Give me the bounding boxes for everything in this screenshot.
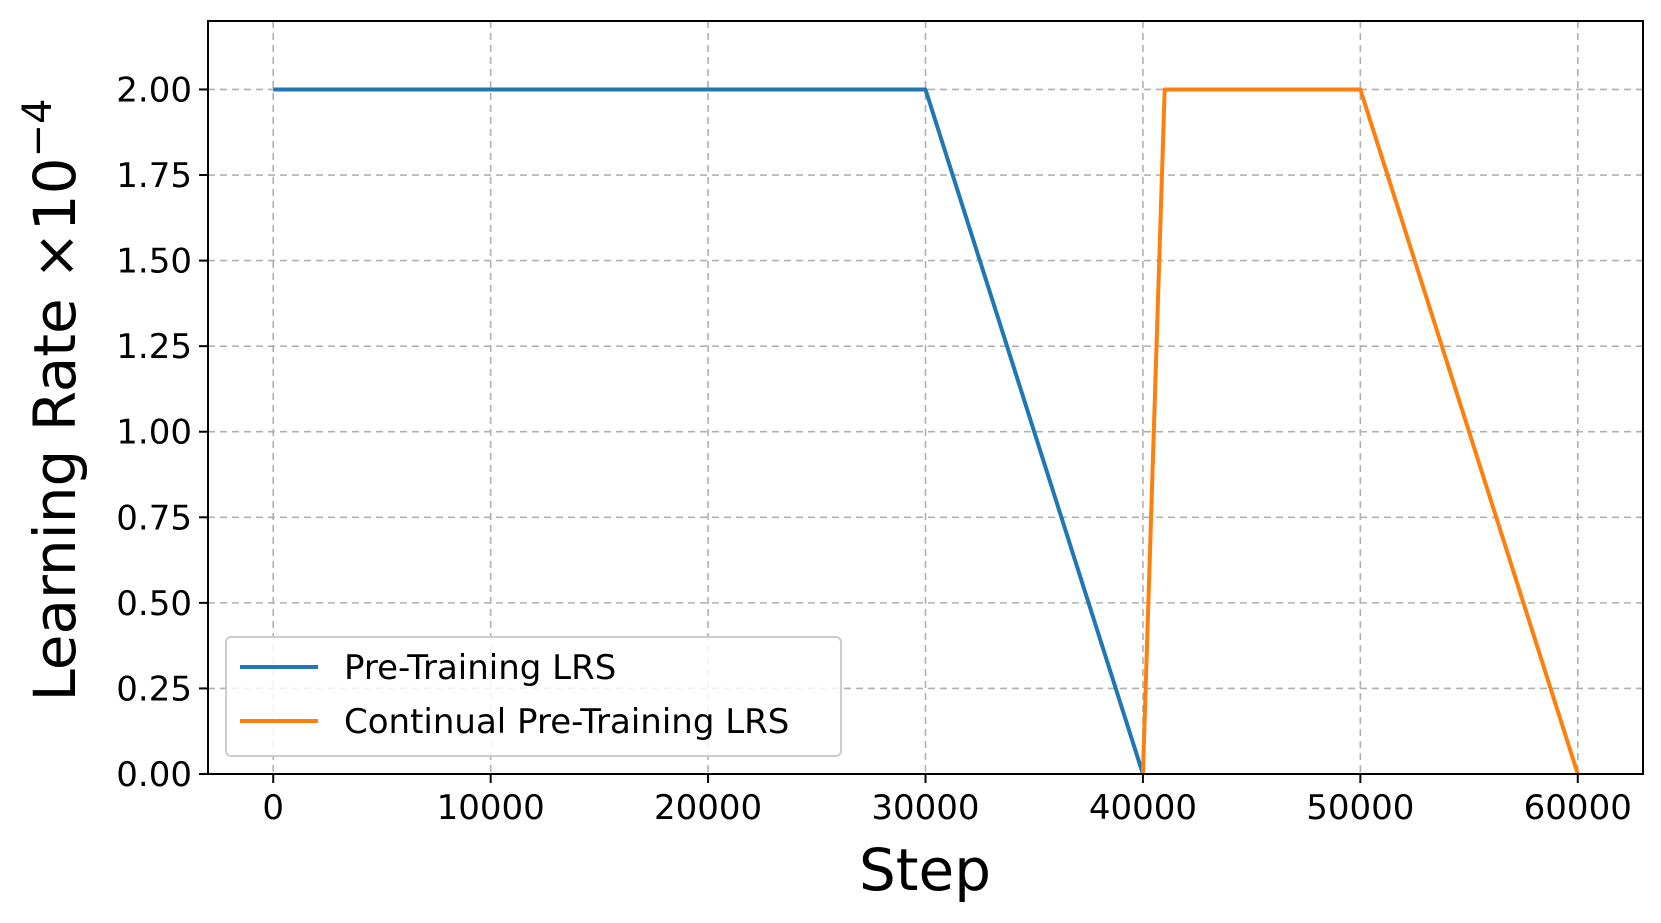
- y-tick-label-1: 0.25: [116, 669, 192, 709]
- legend-label-pre-training: Pre-Training LRS: [344, 648, 616, 688]
- y-tick-label-5: 1.25: [116, 327, 192, 367]
- y-tick-label-7: 1.75: [116, 156, 192, 196]
- y-axis-ticks: 0.00 0.25 0.50 0.75 1.00 1.25 1.50 1.75 2.00: [116, 70, 208, 795]
- x-axis-ticks: 0 10000 20000 30000 40000 50000 60000: [262, 774, 1632, 828]
- y-axis-title-main: Learning Rate ×10: [21, 157, 89, 701]
- series-line-0: [273, 87, 1145, 775]
- series-layer: [273, 87, 1580, 775]
- y-tick-label-6: 1.50: [116, 242, 192, 282]
- y-tick-label-4: 1.00: [116, 413, 192, 453]
- y-tick-label-0: 0.00: [116, 755, 192, 795]
- y-tick-label-2: 0.50: [116, 584, 192, 624]
- x-axis-title: Step: [859, 836, 991, 904]
- y-tick-label-8: 2.00: [116, 70, 192, 110]
- x-tick-label-3: 30000: [871, 788, 979, 828]
- series-line-1: [1140, 87, 1580, 775]
- x-tick-label-0: 0: [262, 788, 284, 828]
- y-axis-title: Learning Rate ×10−4: [15, 98, 89, 701]
- y-axis-title-exponent: −4: [15, 98, 61, 157]
- y-tick-label-3: 0.75: [116, 498, 192, 538]
- x-tick-label-4: 40000: [1089, 788, 1197, 828]
- legend: Pre-Training LRS Continual Pre-Training …: [225, 636, 842, 757]
- legend-label-continual-pre-training: Continual Pre-Training LRS: [344, 702, 789, 742]
- x-tick-label-5: 50000: [1306, 788, 1414, 828]
- x-tick-label-1: 10000: [437, 788, 545, 828]
- x-tick-label-2: 20000: [654, 788, 762, 828]
- x-grid: [272, 21, 1579, 774]
- legend-box: [225, 636, 842, 757]
- x-tick-label-6: 60000: [1524, 788, 1632, 828]
